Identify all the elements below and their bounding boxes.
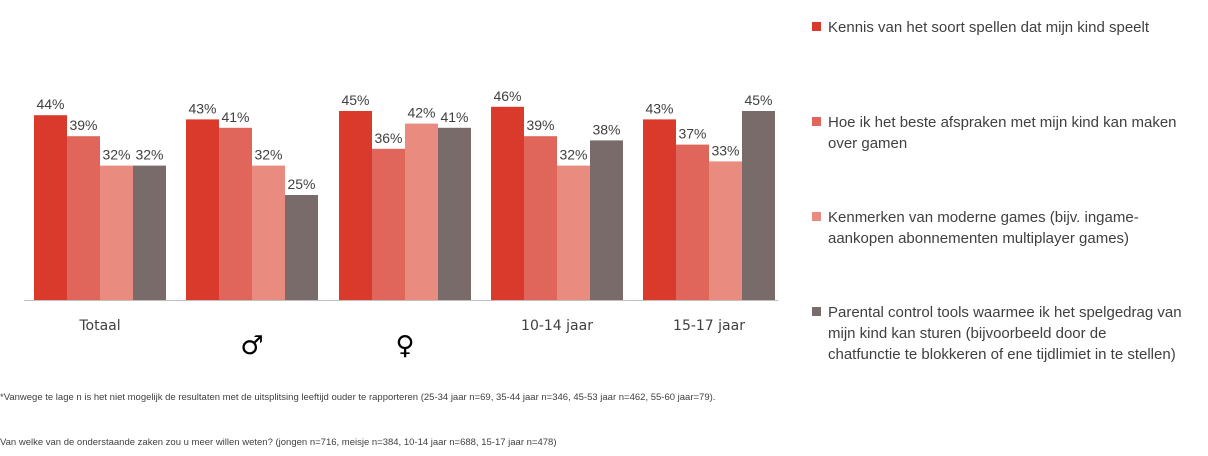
bar	[438, 127, 471, 300]
bar	[133, 165, 166, 300]
footnote-question: Van welke van de onderstaande zaken zou …	[0, 437, 557, 448]
legend-swatch	[812, 22, 821, 31]
data-label: 32%	[254, 147, 282, 163]
footnote-sample-note: *Vanwege te lage n is het niet mogelijk …	[0, 392, 716, 403]
legend-item-afspraken: Hoe ik het beste afspraken met mijn kind…	[812, 112, 1192, 154]
bar	[252, 165, 285, 300]
data-label: 39%	[69, 117, 97, 133]
data-label: 41%	[440, 109, 468, 125]
data-label: 33%	[711, 142, 739, 158]
data-label: 42%	[407, 105, 435, 121]
legend-item-kennis: Kennis van het soort spellen dat mijn ki…	[812, 17, 1192, 38]
data-label: 32%	[559, 147, 587, 163]
bar	[285, 195, 318, 300]
bar	[405, 123, 438, 300]
legend-swatch	[812, 117, 821, 126]
category-label: 15-17 jaar	[673, 318, 745, 334]
category-label: ♂	[240, 331, 263, 361]
bar	[590, 140, 623, 300]
legend-label: Hoe ik het beste afspraken met mijn kind…	[828, 114, 1177, 152]
bar	[491, 106, 524, 300]
data-label: 32%	[135, 147, 163, 163]
bar	[709, 161, 742, 300]
data-label: 41%	[221, 109, 249, 125]
bar	[186, 119, 219, 301]
legend-label: Parental control tools waarmee ik het sp…	[828, 304, 1182, 363]
bar	[742, 111, 775, 300]
data-label: 32%	[102, 147, 130, 163]
data-label: 36%	[374, 130, 402, 146]
bar	[676, 144, 709, 300]
category-label: Totaal	[78, 318, 120, 334]
legend-item-kenmerken: Kenmerken van moderne games (bijv. ingam…	[812, 207, 1172, 249]
category-label: 10-14 jaar	[521, 318, 593, 334]
bar	[557, 165, 590, 300]
legend-label: Kenmerken van moderne games (bijv. ingam…	[828, 209, 1139, 247]
legend-label: Kennis van het soort spellen dat mijn ki…	[828, 19, 1150, 36]
bar	[219, 127, 252, 300]
data-label: 37%	[678, 126, 706, 142]
bar	[339, 111, 372, 300]
data-label: 46%	[493, 88, 521, 104]
bar	[372, 148, 405, 300]
data-label: 44%	[36, 96, 64, 112]
data-label: 39%	[526, 117, 554, 133]
data-label: 45%	[744, 92, 772, 108]
data-label: 43%	[645, 100, 673, 116]
bar	[524, 136, 557, 300]
data-label: 45%	[341, 92, 369, 108]
data-label: 43%	[188, 100, 216, 116]
data-label: 38%	[592, 121, 620, 137]
legend-swatch	[812, 307, 821, 316]
data-label: 25%	[287, 176, 315, 192]
bar-chart: 44% 39% 32% 32% Totaal 43% 41% 32% 25% ♂ 45% 36% 42%…	[24, 88, 778, 361]
bar	[643, 119, 676, 301]
legend-item-parental-control: Parental control tools waarmee ik het sp…	[812, 302, 1182, 365]
bar	[67, 136, 100, 300]
legend-swatch	[812, 212, 821, 221]
bar	[34, 115, 67, 300]
category-label: ♀	[395, 331, 414, 361]
bar	[100, 165, 133, 300]
